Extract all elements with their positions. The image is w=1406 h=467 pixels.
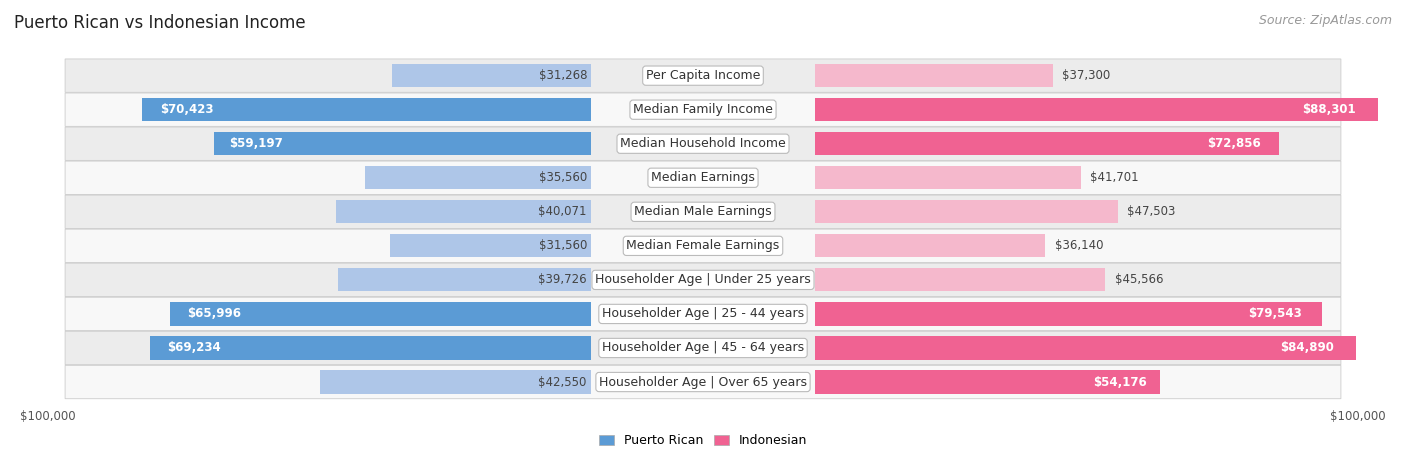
- Bar: [814, 234, 1045, 257]
- Text: Median Household Income: Median Household Income: [620, 137, 786, 150]
- FancyBboxPatch shape: [65, 365, 1341, 399]
- Text: Householder Age | Over 65 years: Householder Age | Over 65 years: [599, 375, 807, 389]
- Bar: [814, 370, 1160, 394]
- Bar: [170, 302, 592, 325]
- Text: $72,856: $72,856: [1206, 137, 1261, 150]
- Text: $41,701: $41,701: [1090, 171, 1139, 184]
- Bar: [814, 336, 1357, 360]
- Bar: [814, 200, 1118, 223]
- Text: $47,503: $47,503: [1128, 205, 1175, 218]
- Bar: [364, 166, 592, 189]
- Bar: [814, 132, 1279, 156]
- FancyBboxPatch shape: [65, 331, 1341, 365]
- Text: Householder Age | 45 - 64 years: Householder Age | 45 - 64 years: [602, 341, 804, 354]
- Bar: [814, 64, 1053, 87]
- Text: Householder Age | Under 25 years: Householder Age | Under 25 years: [595, 273, 811, 286]
- FancyBboxPatch shape: [65, 59, 1341, 92]
- FancyBboxPatch shape: [65, 297, 1341, 331]
- Bar: [142, 98, 592, 121]
- FancyBboxPatch shape: [65, 195, 1341, 228]
- Text: $31,268: $31,268: [538, 69, 588, 82]
- Text: $100,000: $100,000: [1330, 410, 1385, 423]
- Text: $42,550: $42,550: [537, 375, 586, 389]
- Bar: [321, 370, 592, 394]
- Bar: [149, 336, 592, 360]
- Bar: [814, 269, 1105, 291]
- Text: $37,300: $37,300: [1062, 69, 1111, 82]
- Text: $59,197: $59,197: [229, 137, 283, 150]
- Text: Median Female Earnings: Median Female Earnings: [627, 240, 779, 252]
- Text: $35,560: $35,560: [538, 171, 586, 184]
- Text: $69,234: $69,234: [167, 341, 221, 354]
- Text: $45,566: $45,566: [1115, 273, 1163, 286]
- Bar: [814, 302, 1322, 325]
- Text: $84,890: $84,890: [1281, 341, 1334, 354]
- FancyBboxPatch shape: [65, 263, 1341, 297]
- Text: Per Capita Income: Per Capita Income: [645, 69, 761, 82]
- Text: $70,423: $70,423: [160, 103, 214, 116]
- Text: Median Family Income: Median Family Income: [633, 103, 773, 116]
- Text: Median Earnings: Median Earnings: [651, 171, 755, 184]
- Text: $40,071: $40,071: [537, 205, 586, 218]
- Text: $79,543: $79,543: [1249, 307, 1302, 320]
- Text: Median Male Earnings: Median Male Earnings: [634, 205, 772, 218]
- Bar: [214, 132, 592, 156]
- Text: $54,176: $54,176: [1092, 375, 1146, 389]
- Bar: [814, 166, 1081, 189]
- Bar: [337, 269, 592, 291]
- FancyBboxPatch shape: [65, 229, 1341, 262]
- Text: Source: ZipAtlas.com: Source: ZipAtlas.com: [1258, 14, 1392, 27]
- Text: $36,140: $36,140: [1054, 240, 1104, 252]
- Bar: [389, 234, 592, 257]
- Text: Puerto Rican vs Indonesian Income: Puerto Rican vs Indonesian Income: [14, 14, 305, 32]
- Bar: [336, 200, 592, 223]
- Bar: [392, 64, 592, 87]
- Text: $39,726: $39,726: [537, 273, 586, 286]
- Bar: [814, 98, 1378, 121]
- FancyBboxPatch shape: [65, 161, 1341, 194]
- Text: $100,000: $100,000: [21, 410, 76, 423]
- FancyBboxPatch shape: [65, 127, 1341, 160]
- Text: $88,301: $88,301: [1302, 103, 1355, 116]
- FancyBboxPatch shape: [65, 93, 1341, 127]
- Text: $65,996: $65,996: [187, 307, 242, 320]
- Text: Householder Age | 25 - 44 years: Householder Age | 25 - 44 years: [602, 307, 804, 320]
- Text: $31,560: $31,560: [538, 240, 588, 252]
- Legend: Puerto Rican, Indonesian: Puerto Rican, Indonesian: [595, 429, 811, 452]
